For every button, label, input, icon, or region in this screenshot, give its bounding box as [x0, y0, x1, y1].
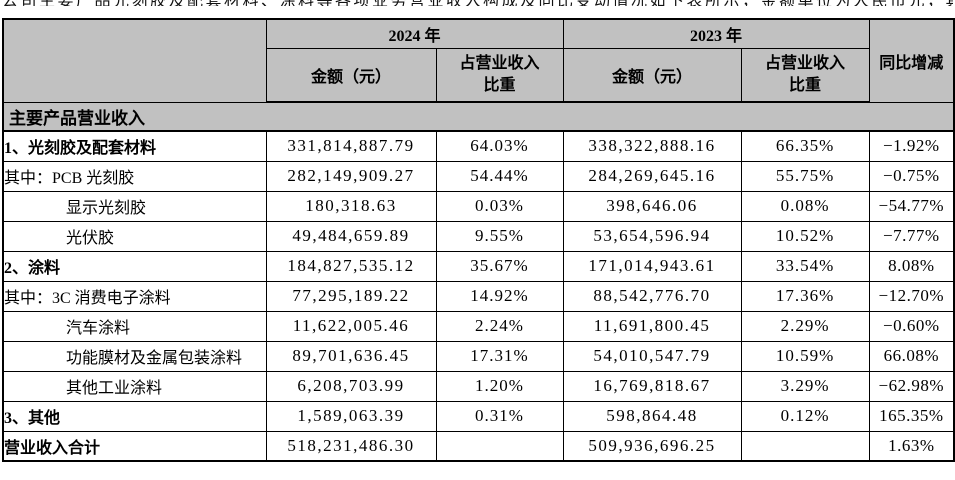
revenue-breakdown-table: 2024 年 2023 年 同比增减 金额（元） 占营业收入 比重 金额（元） … [2, 18, 955, 462]
share-2024: 0.03% [435, 190, 564, 222]
yoy-change: −54.77% [868, 190, 955, 222]
amount-2024: 331,814,887.79 [265, 130, 437, 162]
amount-2023: 54,010,547.79 [562, 340, 742, 372]
amount-2024: 77,295,189.22 [265, 280, 437, 312]
amount-2023: 53,654,596.94 [562, 220, 742, 252]
table-row-film-packaging-coatings: 功能膜材及金属包装涂料 89,701,636.45 17.31% 54,010,… [2, 340, 955, 372]
table-row-total-revenue: 营业收入合计 518,231,486.30 509,936,696.25 1.6… [2, 430, 955, 462]
row-label: 其中：PCB 光刻胶 [2, 160, 267, 192]
table-row-display-photoresist: 显示光刻胶 180,318.63 0.03% 398,646.06 0.08% … [2, 190, 955, 222]
share-2024: 1.20% [435, 370, 564, 402]
amount-2024: 89,701,636.45 [265, 340, 437, 372]
share-2023: 33.54% [740, 250, 870, 282]
section-title: 主要产品营业收入 [2, 101, 955, 132]
row-label: 3、其他 [2, 400, 267, 432]
share-2024: 35.67% [435, 250, 564, 282]
row-label: 1、光刻胶及配套材料 [2, 130, 267, 162]
amount-2023: 284,269,645.16 [562, 160, 742, 192]
row-label: 其中：3C 消费电子涂料 [2, 280, 267, 312]
yoy-change: −0.75% [868, 160, 955, 192]
clipped-text-top-line: 公司主要产品光刻胶及配套材料、涂料等各项业务营业收入构成及同比变动情况如下表所示… [2, 0, 953, 6]
share-header-line1: 占营业收入 [459, 54, 540, 72]
share-2024: 0.31% [435, 400, 564, 432]
table-row-auto-coatings: 汽车涂料 11,622,005.46 2.24% 11,691,800.45 2… [2, 310, 955, 342]
amount-2023: 509,936,696.25 [562, 430, 742, 462]
yoy-change: 1.63% [868, 430, 955, 462]
share-2023: 10.59% [740, 340, 870, 372]
row-label: 其他工业涂料 [2, 370, 267, 402]
amount-2024: 180,318.63 [265, 190, 437, 222]
share-2023: 55.75% [740, 160, 870, 192]
header-row-metrics: 金额（元） 占营业收入 比重 金额（元） 占营业收入 比重 [3, 48, 954, 103]
amount-2023: 11,691,800.45 [562, 310, 742, 342]
share-2023: 2.29% [740, 310, 870, 342]
share-2023: 0.08% [740, 190, 870, 222]
col-header-share-2024: 占营业收入 比重 [435, 48, 564, 103]
amount-2024: 1,589,063.39 [265, 400, 437, 432]
clipped-text-top: 公司主要产品光刻胶及配套材料、涂料等各项业务营业收入构成及同比变动情况如下表所示… [2, 0, 953, 6]
amount-2023: 338,322,888.16 [562, 130, 742, 162]
share-2023: 3.29% [740, 370, 870, 402]
share-2023 [740, 430, 870, 462]
share-2023: 66.35% [740, 130, 870, 162]
row-label: 2、涂料 [2, 250, 267, 282]
row-label: 光伏胶 [2, 220, 267, 252]
amount-2024: 6,208,703.99 [265, 370, 437, 402]
corner-cell [2, 18, 267, 103]
share-2023: 0.12% [740, 400, 870, 432]
table-row-pcb-photoresist: 其中：PCB 光刻胶 282,149,909.27 54.44% 284,269… [2, 160, 955, 192]
amount-2024: 282,149,909.27 [265, 160, 437, 192]
table-row-photoresist: 1、光刻胶及配套材料 331,814,887.79 64.03% 338,322… [2, 130, 955, 162]
section-header-row: 主要产品营业收入 [2, 101, 955, 132]
col-header-yoy: 同比增减 [868, 18, 955, 103]
share-2024: 14.92% [435, 280, 564, 312]
table-row-others: 3、其他 1,589,063.39 0.31% 598,864.48 0.12%… [2, 400, 955, 432]
share-2024: 64.03% [435, 130, 564, 162]
share-2023: 10.52% [740, 220, 870, 252]
amount-2024: 518,231,486.30 [265, 430, 437, 462]
share-header-line1: 占营业收入 [765, 54, 846, 72]
clipped-text-bottom-line: 注：上表中占营业收入比重系各类产品营业收入占当期营业收入总额的比例，同比增减系本… [2, 475, 953, 480]
col-header-amount-2023: 金额（元） [562, 48, 742, 103]
yoy-change: −1.92% [868, 130, 955, 162]
yoy-change: 165.35% [868, 400, 955, 432]
row-label: 营业收入合计 [2, 430, 267, 462]
yoy-change: −0.60% [868, 310, 955, 342]
col-header-amount-2024: 金额（元） [265, 48, 437, 103]
share-header-line2: 比重 [789, 77, 822, 94]
row-label: 显示光刻胶 [2, 190, 267, 222]
yoy-change: −7.77% [868, 220, 955, 252]
share-2024: 9.55% [435, 220, 564, 252]
amount-2023: 598,864.48 [562, 400, 742, 432]
row-label: 汽车涂料 [2, 310, 267, 342]
share-2024: 54.44% [435, 160, 564, 192]
yoy-change: 8.08% [868, 250, 955, 282]
table-row-pv-adhesive: 光伏胶 49,484,659.89 9.55% 53,654,596.94 10… [2, 220, 955, 252]
amount-2024: 11,622,005.46 [265, 310, 437, 342]
share-header-line2: 比重 [483, 77, 516, 94]
amount-2024: 184,827,535.12 [265, 250, 437, 282]
table-row-coatings: 2、涂料 184,827,535.12 35.67% 171,014,943.6… [2, 250, 955, 282]
col-group-2023: 2023 年 [562, 18, 870, 49]
share-2024 [435, 430, 564, 462]
table-row-3c-coatings: 其中：3C 消费电子涂料 77,295,189.22 14.92% 88,542… [2, 280, 955, 312]
clipped-text-bottom: 注：上表中占营业收入比重系各类产品营业收入占当期营业收入总额的比例，同比增减系本… [2, 475, 953, 480]
share-2024: 17.31% [435, 340, 564, 372]
yoy-change: −12.70% [868, 280, 955, 312]
amount-2023: 16,769,818.67 [562, 370, 742, 402]
col-group-2024: 2024 年 [265, 18, 564, 49]
amount-2023: 88,542,776.70 [562, 280, 742, 312]
row-label: 功能膜材及金属包装涂料 [2, 340, 267, 372]
amount-2023: 171,014,943.61 [562, 250, 742, 282]
yoy-change: 66.08% [868, 340, 955, 372]
header-row-years: 2024 年 2023 年 同比增减 [2, 18, 955, 103]
amount-2024: 49,484,659.89 [265, 220, 437, 252]
share-2024: 2.24% [435, 310, 564, 342]
yoy-change: −62.98% [868, 370, 955, 402]
table-row-other-industrial-coatings: 其他工业涂料 6,208,703.99 1.20% 16,769,818.67 … [2, 370, 955, 402]
share-2023: 17.36% [740, 280, 870, 312]
col-header-share-2023: 占营业收入 比重 [740, 48, 870, 103]
amount-2023: 398,646.06 [562, 190, 742, 222]
